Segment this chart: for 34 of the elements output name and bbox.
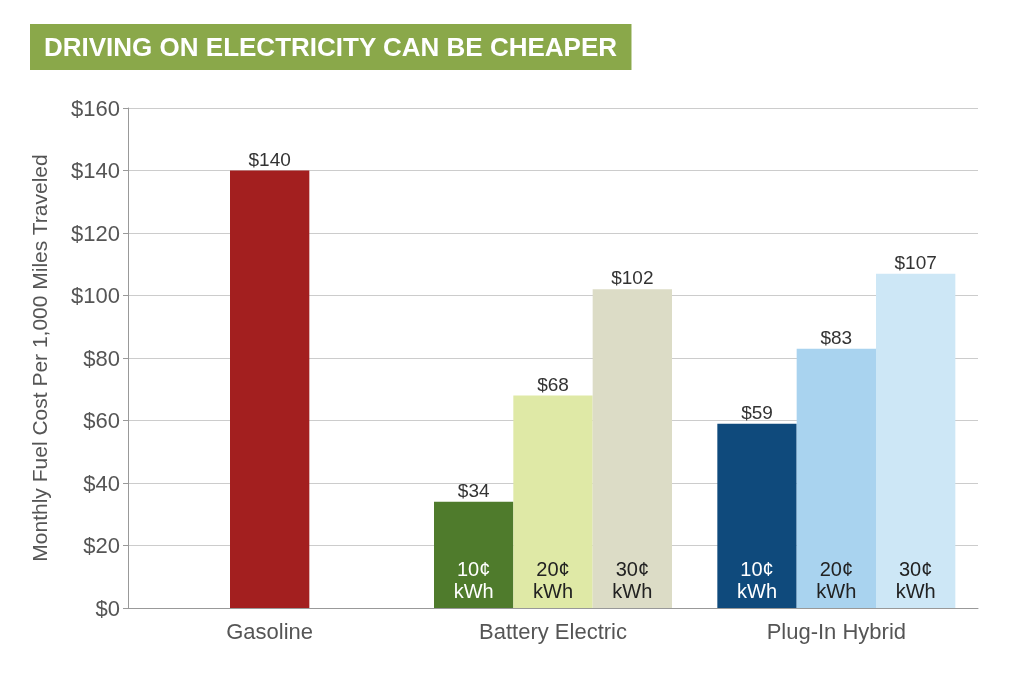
bar bbox=[796, 348, 876, 608]
series-label: 10¢ kWh bbox=[453, 558, 494, 602]
data-label: $59 bbox=[741, 401, 773, 423]
bar bbox=[434, 501, 514, 608]
text: 30¢ kWh bbox=[895, 558, 936, 602]
series-label: 20¢ kWh bbox=[533, 558, 573, 602]
data-label: $107 bbox=[894, 251, 937, 273]
y-tick-label: $80 bbox=[83, 345, 120, 371]
y-tick-label: $60 bbox=[83, 408, 120, 433]
bar bbox=[592, 289, 672, 608]
data-label: $34 bbox=[457, 479, 490, 501]
text: 20¢ kWh bbox=[816, 558, 857, 602]
data-label: $83 bbox=[820, 326, 853, 348]
x-tick-label: Gasoline bbox=[226, 618, 314, 644]
y-axis-title: Monthly Fuel Cost Per 1,000 Miles Traveled bbox=[28, 154, 51, 562]
bar bbox=[876, 273, 956, 608]
bar bbox=[230, 170, 310, 608]
x-tick-label: Battery Electric bbox=[479, 618, 627, 644]
chart-title: DRIVING ON ELECTRICITY CAN BE CHEAPER bbox=[44, 32, 618, 62]
y-tick-label: $140 bbox=[71, 158, 120, 183]
y-tick-label: $160 bbox=[71, 95, 120, 121]
text: 10¢ kWh bbox=[737, 558, 777, 602]
bar bbox=[717, 423, 797, 608]
data-label: $140 bbox=[248, 148, 291, 170]
y-tick-label: $120 bbox=[71, 220, 120, 246]
y-tick-label: $0 bbox=[95, 595, 120, 621]
data-label: $102 bbox=[611, 267, 654, 289]
y-tick-label: $40 bbox=[83, 470, 120, 496]
bar bbox=[513, 395, 593, 608]
data-label: $68 bbox=[537, 373, 569, 395]
y-tick-label: $100 bbox=[71, 283, 120, 308]
y-tick-label: $20 bbox=[83, 533, 120, 558]
x-tick-label: Plug-In Hybrid bbox=[766, 618, 907, 644]
series-label: 30¢ kWh bbox=[612, 558, 653, 602]
